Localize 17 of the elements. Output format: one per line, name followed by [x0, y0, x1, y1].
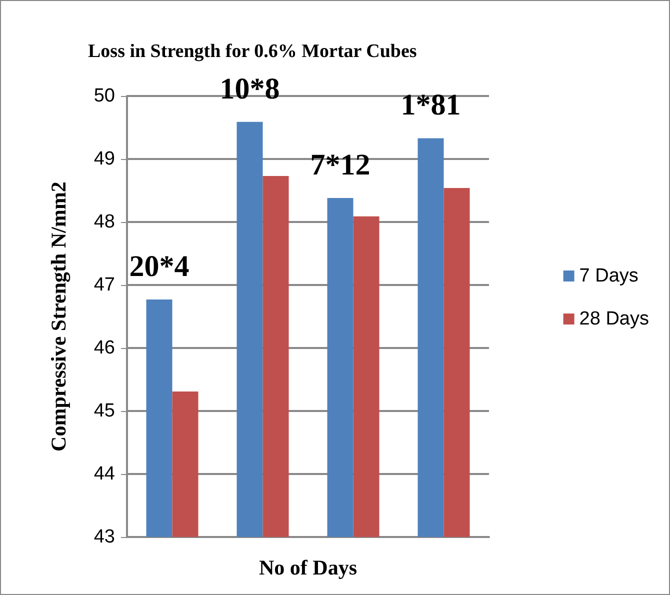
y-tick-label: 47: [94, 274, 115, 296]
y-tick-label: 45: [94, 400, 115, 422]
legend-label: 7 Days: [579, 266, 638, 286]
chart-title: Loss in Strength for 0.6% Mortar Cubes: [88, 41, 417, 62]
y-tick-label: 46: [94, 338, 115, 358]
annotation: 20*4: [129, 250, 190, 283]
x-axis-title: No of Days: [259, 556, 357, 580]
annotation: 1*81: [400, 88, 461, 122]
y-tick-label: 48: [94, 212, 115, 232]
legend-label: 28 Days: [579, 308, 649, 330]
y-tick-label: 50: [94, 86, 115, 106]
y-tick-label: 49: [94, 148, 115, 170]
y-tick-label: 43: [94, 526, 115, 548]
annotation: 7*12: [310, 148, 370, 182]
y-axis-title: Compressive Strength N/mm2: [46, 182, 70, 452]
y-tick-label: 44: [94, 464, 116, 484]
annotation: 10*8: [220, 72, 280, 106]
